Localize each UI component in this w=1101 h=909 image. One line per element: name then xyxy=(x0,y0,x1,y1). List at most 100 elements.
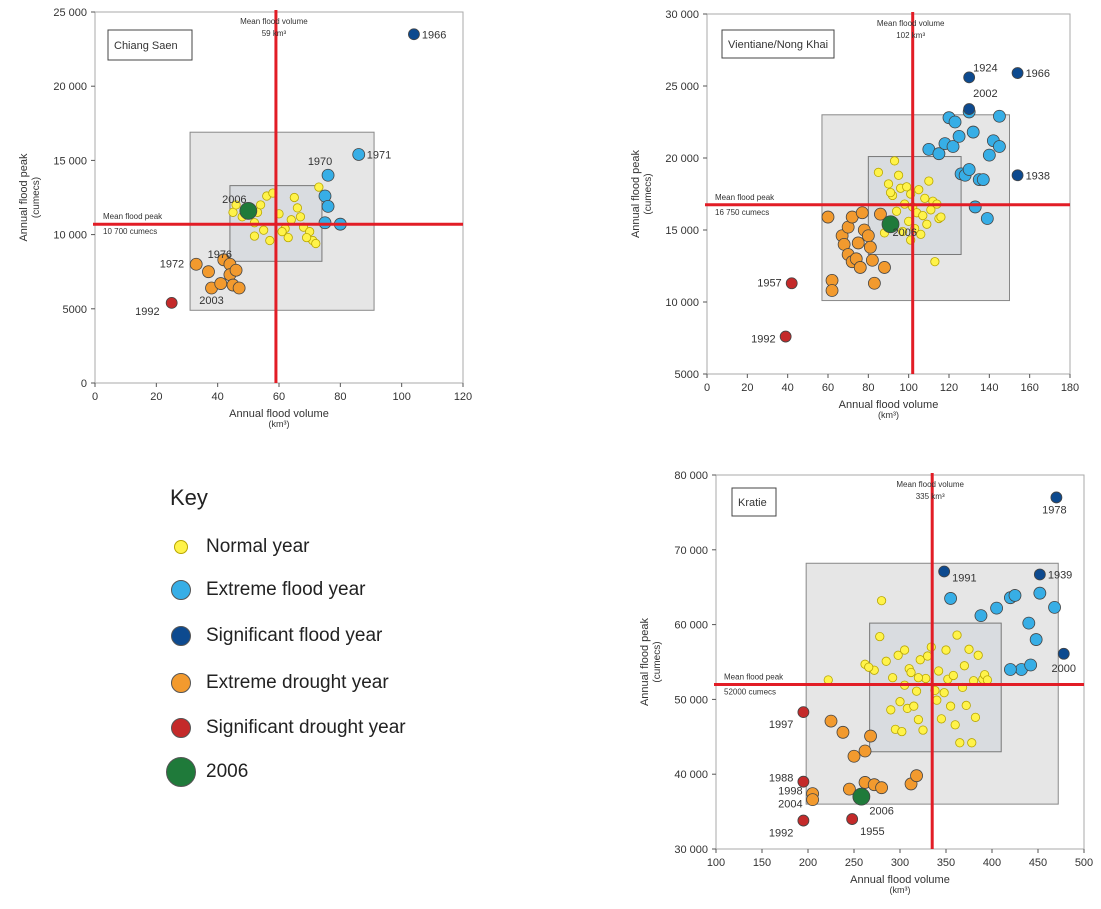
x-tick-label: 100 xyxy=(392,391,410,403)
point-normal xyxy=(920,193,930,203)
point-significant-flood xyxy=(1033,568,1046,581)
point-normal xyxy=(941,645,951,655)
point-extreme-flood xyxy=(966,125,980,139)
kratie-chart: 100 150 200 250 300 350 400 450 500 30 000 40 000 5… xyxy=(639,470,1093,895)
mean-peak-label: Mean flood peak xyxy=(724,672,784,681)
point-normal xyxy=(311,238,321,249)
legend-title: Key xyxy=(170,485,208,510)
year-label: 1988 xyxy=(769,773,793,785)
point-extreme-flood xyxy=(982,148,996,162)
x-tick-label: 200 xyxy=(799,857,817,869)
point-normal xyxy=(948,670,958,681)
point-normal xyxy=(881,656,891,666)
point-normal xyxy=(875,631,885,642)
y-axis-label: Annual flood peak xyxy=(18,153,30,242)
year-label: 2004 xyxy=(778,799,802,811)
point-normal xyxy=(973,650,983,660)
mean-peak-value: 16 750 cumecs xyxy=(715,208,769,217)
x-tick-label: 120 xyxy=(454,391,472,403)
point-normal xyxy=(289,192,299,203)
station-title: Vientiane/Nong Khai xyxy=(728,39,828,51)
point-normal xyxy=(906,667,916,678)
x-tick-label: 450 xyxy=(1029,857,1047,869)
year-label: 1991 xyxy=(952,572,976,584)
point-extreme-drought xyxy=(875,781,889,795)
point-extreme-flood xyxy=(948,115,962,129)
y-tick-label: 10 000 xyxy=(665,297,699,309)
y-axis-unit: (cumecs) xyxy=(31,177,42,218)
y-tick-label: 5000 xyxy=(675,369,699,381)
mean-peak-value: 52000 cumecs xyxy=(724,687,776,696)
point-extreme-drought xyxy=(847,749,861,763)
x-tick-label: 20 xyxy=(150,391,162,403)
mean-volume-label: Mean flood volume xyxy=(877,19,945,28)
point-normal xyxy=(964,644,974,654)
point-extreme-drought xyxy=(865,253,879,267)
point-normal xyxy=(959,661,969,671)
point-normal xyxy=(899,645,910,655)
y-tick-label: 50 000 xyxy=(674,694,708,706)
point-normal xyxy=(249,231,260,241)
x-axis-label: Annual flood volume xyxy=(229,408,329,420)
x-tick-label: 180 xyxy=(1061,382,1079,394)
point-extreme-drought xyxy=(214,277,228,290)
point-significant-drought xyxy=(165,296,178,309)
point-normal xyxy=(292,203,302,213)
year-label: 2006 xyxy=(869,806,893,818)
point-normal xyxy=(883,179,894,189)
point-extreme-drought xyxy=(189,257,203,271)
point-normal xyxy=(932,695,942,705)
legend-item: Extreme drought year xyxy=(166,669,389,697)
point-extreme-drought xyxy=(863,240,877,254)
station-title-box xyxy=(721,29,835,59)
point-normal xyxy=(895,697,905,707)
year-label: 1938 xyxy=(1026,170,1050,182)
x-tick-label: 500 xyxy=(1075,857,1093,869)
point-normal xyxy=(936,714,946,724)
point-normal xyxy=(915,655,925,665)
x-tick-label: 0 xyxy=(92,391,98,403)
point-normal xyxy=(893,170,904,180)
year-label: 1966 xyxy=(1026,68,1050,80)
point-extreme-drought xyxy=(232,281,246,295)
x-tick-label: 20 xyxy=(741,382,753,394)
point-normal xyxy=(930,257,940,267)
point-normal xyxy=(934,666,944,676)
point-significant-flood xyxy=(963,103,976,115)
point-extreme-drought xyxy=(874,207,887,221)
point-extreme-drought xyxy=(821,210,835,224)
point-normal xyxy=(286,215,296,225)
legend-label: Extreme flood year xyxy=(206,579,366,600)
point-normal xyxy=(967,738,977,748)
point-normal xyxy=(231,200,241,210)
point-normal xyxy=(924,176,934,186)
point-extreme-flood xyxy=(321,168,335,182)
mean-peak-label: Mean flood peak xyxy=(715,193,775,202)
point-significant-drought xyxy=(797,775,810,788)
point-extreme-drought xyxy=(825,284,839,297)
point-normal xyxy=(891,206,902,216)
y-tick-label: 25 000 xyxy=(665,81,699,93)
point-significant-drought xyxy=(797,706,810,719)
vientiane-chart: 0 20 40 60 80 100 120 140 160 180 5000 10 000 15 000… xyxy=(630,9,1079,420)
point-extreme-drought xyxy=(836,725,850,739)
x-tick-label: 100 xyxy=(899,382,917,394)
y-tick-label: 15 000 xyxy=(665,225,699,237)
year-label: 2002 xyxy=(973,88,997,100)
point-extreme-drought xyxy=(853,261,867,274)
point-year-2006 xyxy=(881,215,900,234)
point-normal xyxy=(952,630,962,640)
point-normal xyxy=(301,232,312,243)
x-tick-label: 300 xyxy=(891,857,909,869)
point-normal xyxy=(889,156,900,166)
legend-label: Significant flood year xyxy=(206,625,383,646)
point-extreme-drought xyxy=(855,206,869,220)
point-normal xyxy=(888,673,898,683)
point-extreme-drought xyxy=(864,729,877,743)
point-extreme-flood xyxy=(1008,589,1022,602)
point-significant-flood xyxy=(408,28,420,41)
x-tick-label: 350 xyxy=(937,857,955,869)
y-tick-label: 25 000 xyxy=(53,7,87,19)
x-tick-label: 140 xyxy=(980,382,998,394)
point-extreme-drought xyxy=(806,793,820,807)
